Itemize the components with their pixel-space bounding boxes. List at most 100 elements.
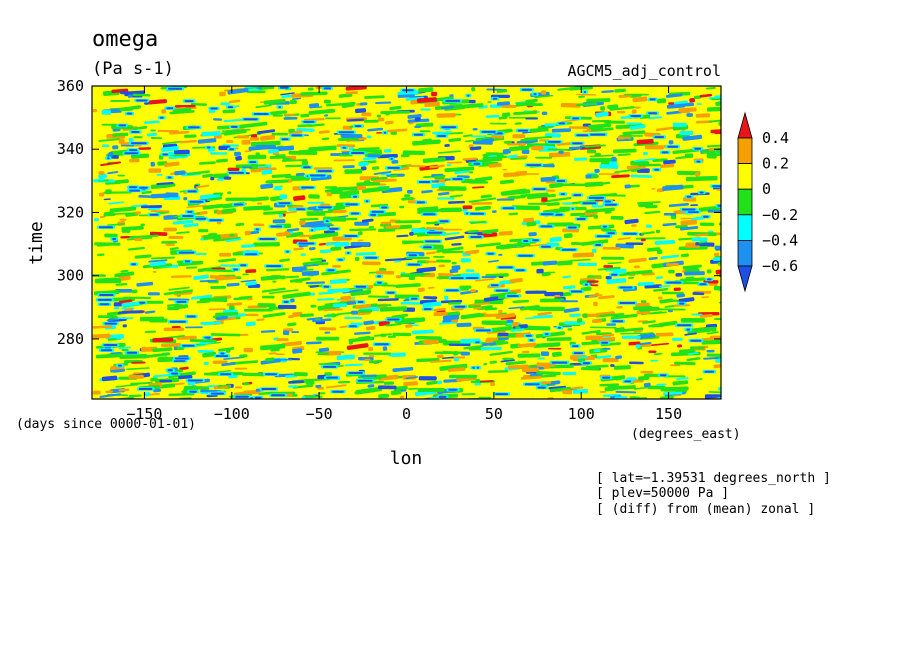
contour-streak: [293, 247, 304, 251]
contour-streak: [448, 367, 466, 373]
contour-streak: [525, 290, 547, 294]
contour-streak: [624, 184, 631, 189]
contour-streak: [105, 189, 112, 195]
contour-streak: [417, 97, 437, 103]
contour-streak: [278, 106, 281, 109]
contour-streak: [714, 317, 721, 321]
contour-streak: [506, 319, 514, 323]
contour-streak: [338, 93, 353, 98]
contour-streak: [579, 214, 597, 218]
contour-streak: [185, 266, 198, 269]
contour-streak: [197, 138, 217, 144]
contour-streak: [696, 160, 701, 163]
contour-streak: [368, 226, 375, 229]
contour-streak: [602, 333, 615, 337]
contour-streak: [516, 243, 531, 248]
contour-streak: [722, 391, 726, 393]
contour-streak: [449, 268, 459, 274]
contour-streak: [429, 164, 445, 169]
contour-streak: [518, 254, 533, 257]
contour-streak: [280, 92, 295, 96]
contour-streak: [344, 244, 362, 249]
contour-streak: [198, 161, 216, 165]
annotation-zonal-diff: [ (diff) from (mean) zonal ]: [596, 502, 815, 517]
contour-streak: [166, 303, 181, 307]
contour-streak: [463, 344, 484, 350]
contour-streak: [283, 300, 289, 303]
contour-streak: [460, 351, 470, 356]
contour-streak: [556, 179, 566, 182]
contour-streak: [425, 260, 437, 263]
contour-streak: [261, 388, 277, 390]
contour-streak: [699, 222, 715, 227]
contour-streak: [407, 189, 413, 194]
contour-streak: [273, 358, 293, 361]
contour-streak: [365, 200, 369, 203]
contour-streak: [658, 296, 663, 300]
contour-streak: [445, 99, 461, 102]
contour-streak: [544, 291, 564, 297]
contour-streak: [404, 194, 411, 198]
contour-streak: [161, 145, 179, 152]
contour-streak: [342, 165, 355, 169]
contour-streak: [655, 229, 661, 234]
contour-streak: [424, 273, 431, 276]
contour-streak: [422, 157, 446, 163]
contour-streak: [126, 351, 138, 354]
contour-streak: [316, 336, 340, 341]
contour-streak: [716, 189, 721, 191]
contour-streak: [663, 159, 676, 165]
contour-streak: [663, 375, 686, 378]
contour-streak: [301, 270, 320, 276]
contour-streak: [684, 267, 700, 272]
contour-streak: [595, 312, 625, 318]
contour-streak: [222, 109, 236, 114]
contour-streak: [277, 304, 297, 309]
contour-streak: [134, 254, 152, 259]
contour-streak: [482, 155, 508, 160]
contour-streak: [366, 135, 372, 139]
contour-streak: [684, 245, 701, 248]
contour-streak: [598, 173, 620, 175]
contour-streak: [525, 117, 538, 120]
contour-streak: [213, 118, 223, 121]
contour-streak: [441, 250, 464, 254]
contour-streak: [444, 295, 449, 301]
contour-streak: [315, 318, 320, 321]
contour-streak: [212, 360, 228, 364]
contour-streak: [140, 205, 163, 209]
contour-streak: [220, 102, 230, 106]
contour-streak: [230, 125, 238, 128]
contour-streak: [223, 176, 232, 180]
contour-streak: [122, 324, 127, 328]
contour-streak: [459, 285, 472, 289]
contour-streak: [336, 354, 355, 361]
contour-streak: [582, 202, 597, 205]
contour-streak: [165, 243, 175, 246]
contour-streak: [571, 290, 583, 293]
contour-streak: [656, 383, 666, 386]
contour-streak: [281, 341, 302, 347]
contour-streak: [109, 206, 137, 213]
contour-streak: [357, 239, 364, 242]
colorbar-segment: [737, 188, 753, 216]
contour-streak: [209, 219, 222, 222]
contour-streak: [636, 201, 661, 204]
contour-streak: [545, 189, 556, 192]
contour-streak: [514, 122, 522, 125]
contour-streak: [604, 200, 612, 203]
contour-streak: [611, 156, 617, 162]
contour-streak: [275, 154, 286, 159]
contour-streak: [607, 232, 615, 235]
contour-streak: [633, 265, 640, 269]
contour-streak: [383, 131, 387, 134]
contour-streak: [475, 329, 491, 332]
contour-streak: [233, 268, 238, 271]
y-tick-label: 360: [57, 77, 84, 95]
contour-streak: [498, 309, 503, 314]
contour-streak: [161, 240, 178, 244]
contour-streak: [225, 238, 242, 242]
contour-streak: [551, 361, 568, 364]
contour-streak: [580, 366, 600, 371]
contour-streak: [693, 95, 702, 100]
